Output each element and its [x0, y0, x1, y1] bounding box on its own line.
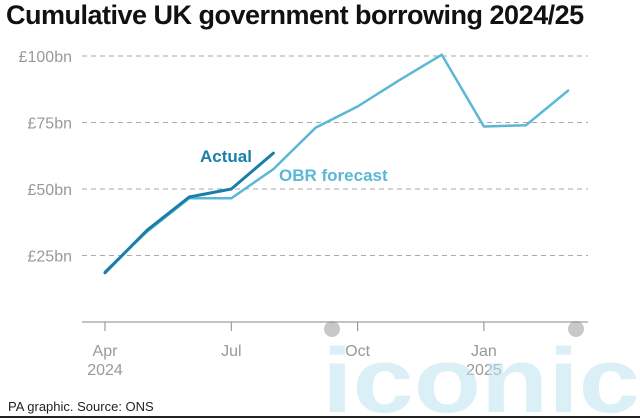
x-tick-label: Jan [471, 343, 497, 360]
y-tick-label: £100bn [19, 49, 72, 66]
y-tick-label: £25bn [28, 249, 73, 266]
forecast-series-line [103, 53, 570, 273]
chart-title: Cumulative UK government borrowing 2024/… [6, 0, 584, 30]
x-tick-label-year: 2025 [466, 362, 502, 379]
source-note: PA graphic. Source: ONS [8, 399, 154, 414]
forecast-series-label: OBR forecast [279, 166, 388, 185]
x-tick-label: Oct [345, 343, 370, 360]
x-tick-label-year: 2024 [87, 362, 123, 379]
actual-series-line [103, 151, 275, 275]
bottom-rule [0, 416, 640, 418]
y-tick-label: £50bn [28, 182, 73, 199]
watermark-dot [324, 321, 340, 337]
watermark-text: iconic [322, 330, 640, 419]
y-tick-label: £75bn [28, 116, 73, 133]
x-tick-label: Jul [221, 343, 241, 360]
watermark-dot [568, 321, 584, 337]
x-tick-label: Apr [93, 343, 119, 360]
actual-series-label: Actual [200, 147, 252, 166]
